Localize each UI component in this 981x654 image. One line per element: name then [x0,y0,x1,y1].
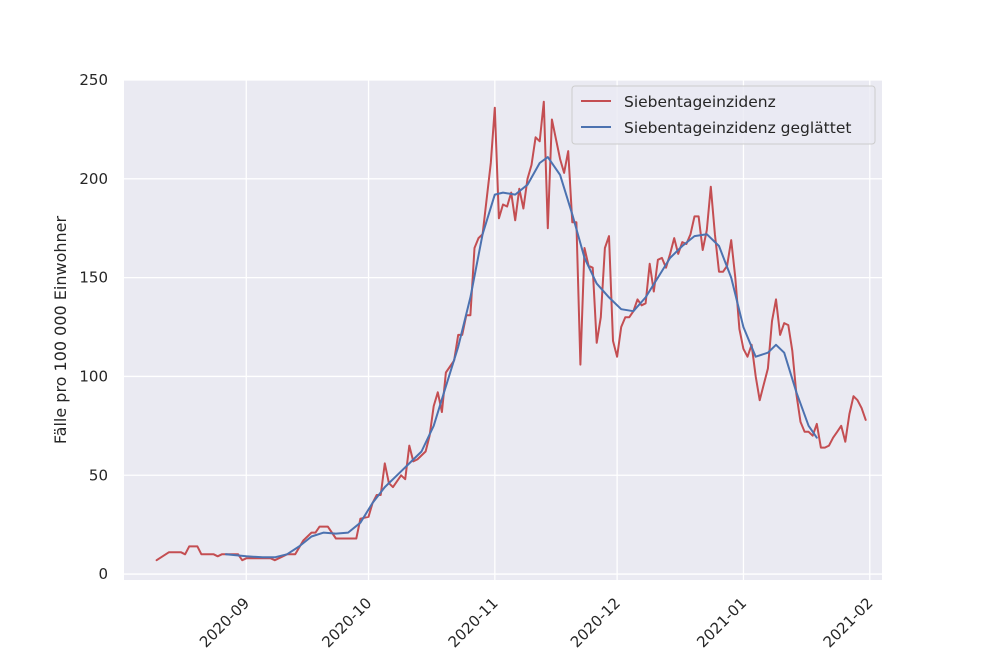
x-tick-label: 2021-01 [693,594,750,651]
legend-entry-label: Siebentageinzidenz [624,93,776,111]
x-tick-label: 2020-09 [196,594,253,651]
series-line-raw [155,100,867,562]
y-tick-label: 150 [79,269,108,287]
legend: Siebentageinzidenz Siebentageinzidenz geg… [571,85,876,145]
legend-entry-label: Siebentageinzidenz geglättet [624,119,851,137]
series-layer [155,100,867,562]
y-tick-labels: 0 50 100 150 200 250 [79,71,108,583]
x-tick-labels: 2020-09 2020-10 2020-11 2020-12 2021-01 2021-… [196,594,877,651]
series-line-smoothed [224,156,818,559]
plot-background [124,80,882,580]
x-tick-label: 2021-02 [820,594,877,651]
x-tick-label: 2020-10 [318,594,375,651]
legend-box [571,85,876,145]
y-tick-label: 0 [98,565,108,583]
x-tick-label: 2020-11 [445,594,502,651]
y-tick-label: 100 [79,367,108,385]
grid [124,79,882,580]
y-tick-label: 250 [79,71,108,89]
y-axis-label: Fälle pro 100 000 Einwohner [51,216,70,445]
y-tick-label: 50 [89,466,108,484]
x-tick-label: 2020-12 [567,594,624,651]
y-tick-label: 200 [79,170,108,188]
